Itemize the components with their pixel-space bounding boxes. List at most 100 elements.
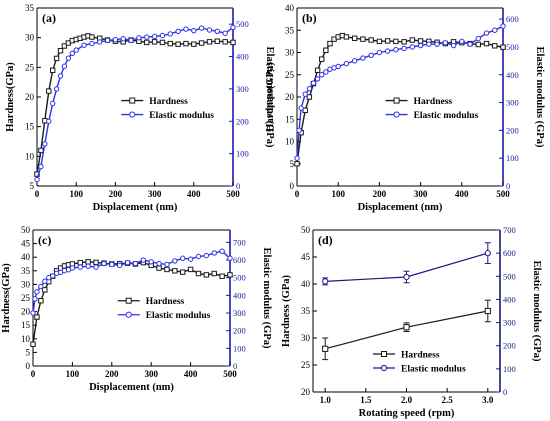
data-point-elastic-modulus [203, 252, 210, 259]
data-point-elastic-modulus [128, 37, 134, 44]
x-tick-label: 0 [31, 369, 36, 379]
data-point-elastic-modulus [32, 296, 38, 302]
data-point-hardness [484, 307, 491, 315]
data-point-elastic-modulus [459, 38, 465, 45]
series-line-hardness [296, 34, 504, 164]
data-point-hardness [183, 40, 189, 47]
legend-label: Hardness [149, 97, 188, 107]
chart-panel-2: 0 100 200 300 400 500051015202530354001002003… [265, 3, 545, 213]
data-point-hardness [34, 314, 40, 320]
data-point-elastic-modulus [136, 35, 142, 41]
legend-marker [380, 364, 388, 372]
data-point-elastic-modulus [310, 80, 317, 86]
data-point-hardness [30, 341, 36, 347]
data-point-hardness [360, 36, 366, 42]
data-point-elastic-modulus [34, 289, 40, 295]
y2-tick-label: 500 [233, 273, 246, 283]
data-point-hardness [156, 265, 162, 271]
data-point-elastic-modulus [368, 52, 374, 58]
legend-label: Hardness [414, 97, 453, 107]
x-tick-label: 0 [35, 189, 40, 199]
data-point-elastic-modulus [360, 55, 366, 61]
data-point-elastic-modulus [144, 34, 150, 40]
y-tick-label: 10 [21, 334, 31, 344]
data-point-hardness [319, 56, 325, 62]
data-point-elastic-modulus [222, 30, 228, 36]
data-point-elastic-modulus [109, 261, 115, 268]
data-point-hardness [144, 39, 150, 46]
data-point-hardness [219, 273, 225, 279]
chart-panel-4: 1.0 1.5 2.0 2.5 3.02025303540455001002003004… [281, 225, 542, 419]
x-tick-label: 400 [187, 189, 201, 199]
data-point-hardness [172, 268, 178, 274]
data-point-hardness [57, 48, 64, 54]
data-point-elastic-modulus [49, 100, 56, 107]
legend-marker [393, 111, 400, 118]
data-point-elastic-modulus [450, 42, 457, 49]
data-point-elastic-modulus [38, 283, 44, 290]
y-tick-label: 40 [21, 252, 31, 262]
data-point-elastic-modulus [148, 259, 154, 265]
y-tick-label: 35 [285, 25, 295, 35]
x-tick-label: 1.0 [320, 395, 332, 405]
y2-tick-label: 600 [233, 255, 246, 265]
data-point-elastic-modulus [403, 273, 410, 281]
y-axis-label: Hardness(GPa) [5, 62, 16, 132]
data-point-hardness [222, 39, 228, 45]
data-point-elastic-modulus [467, 41, 473, 47]
data-point-elastic-modulus [302, 91, 308, 97]
data-point-elastic-modulus [167, 31, 173, 37]
data-point-elastic-modulus [151, 33, 158, 40]
data-point-hardness [77, 259, 83, 266]
data-point-hardness [159, 39, 166, 46]
y-tick-label: 25 [285, 70, 295, 80]
data-point-elastic-modulus [53, 86, 60, 92]
x-tick-label: 1.5 [360, 395, 372, 405]
legend-label: Elastic modulus [146, 311, 211, 321]
chart-panel-3: 0 100 200 300 400 500051015202530354045500100… [1, 225, 272, 393]
data-point-elastic-modulus [191, 27, 197, 34]
data-point-elastic-modulus [69, 265, 76, 271]
y2-tick-label: 400 [506, 70, 519, 80]
x-tick-label: 200 [109, 189, 123, 199]
data-point-hardness [38, 298, 44, 304]
y-tick-label: 35 [301, 306, 311, 316]
x-tick-label: 200 [105, 369, 119, 379]
y2-tick-label: 300 [233, 308, 246, 318]
data-point-hardness [53, 55, 60, 62]
data-point-hardness [93, 259, 99, 266]
y2-tick-label: 300 [236, 84, 249, 94]
y-tick-label: 50 [21, 225, 31, 235]
y-tick-label: 15 [25, 122, 35, 132]
data-point-elastic-modulus [77, 264, 83, 270]
data-point-hardness [198, 40, 205, 46]
data-point-hardness [85, 259, 91, 265]
data-point-elastic-modulus [475, 35, 481, 42]
y-tick-label: 35 [25, 3, 35, 13]
data-point-elastic-modulus [159, 32, 166, 39]
y-tick-label: 30 [301, 333, 311, 343]
data-point-elastic-modulus [323, 69, 329, 75]
data-point-elastic-modulus [81, 42, 87, 48]
data-point-elastic-modulus [104, 37, 111, 44]
legend-marker [381, 351, 387, 357]
data-point-hardness [175, 41, 181, 47]
data-point-elastic-modulus [42, 141, 48, 147]
data-point-elastic-modulus [442, 40, 449, 46]
data-point-elastic-modulus [298, 105, 304, 111]
series-line-elastic-modulus [32, 250, 231, 314]
x-tick-label: 500 [226, 189, 240, 199]
data-point-elastic-modulus [46, 118, 52, 124]
data-point-hardness [167, 40, 173, 47]
legend-marker [129, 97, 136, 104]
y2-tick-label: 0 [503, 387, 507, 397]
y2-tick-label: 0 [236, 181, 240, 191]
data-point-elastic-modulus [306, 85, 313, 92]
data-point-elastic-modulus [314, 76, 321, 82]
data-point-elastic-modulus [93, 264, 99, 270]
legend-marker [125, 297, 132, 304]
data-point-hardness [302, 107, 308, 114]
data-point-hardness [306, 94, 313, 100]
data-point-elastic-modulus [30, 310, 36, 316]
